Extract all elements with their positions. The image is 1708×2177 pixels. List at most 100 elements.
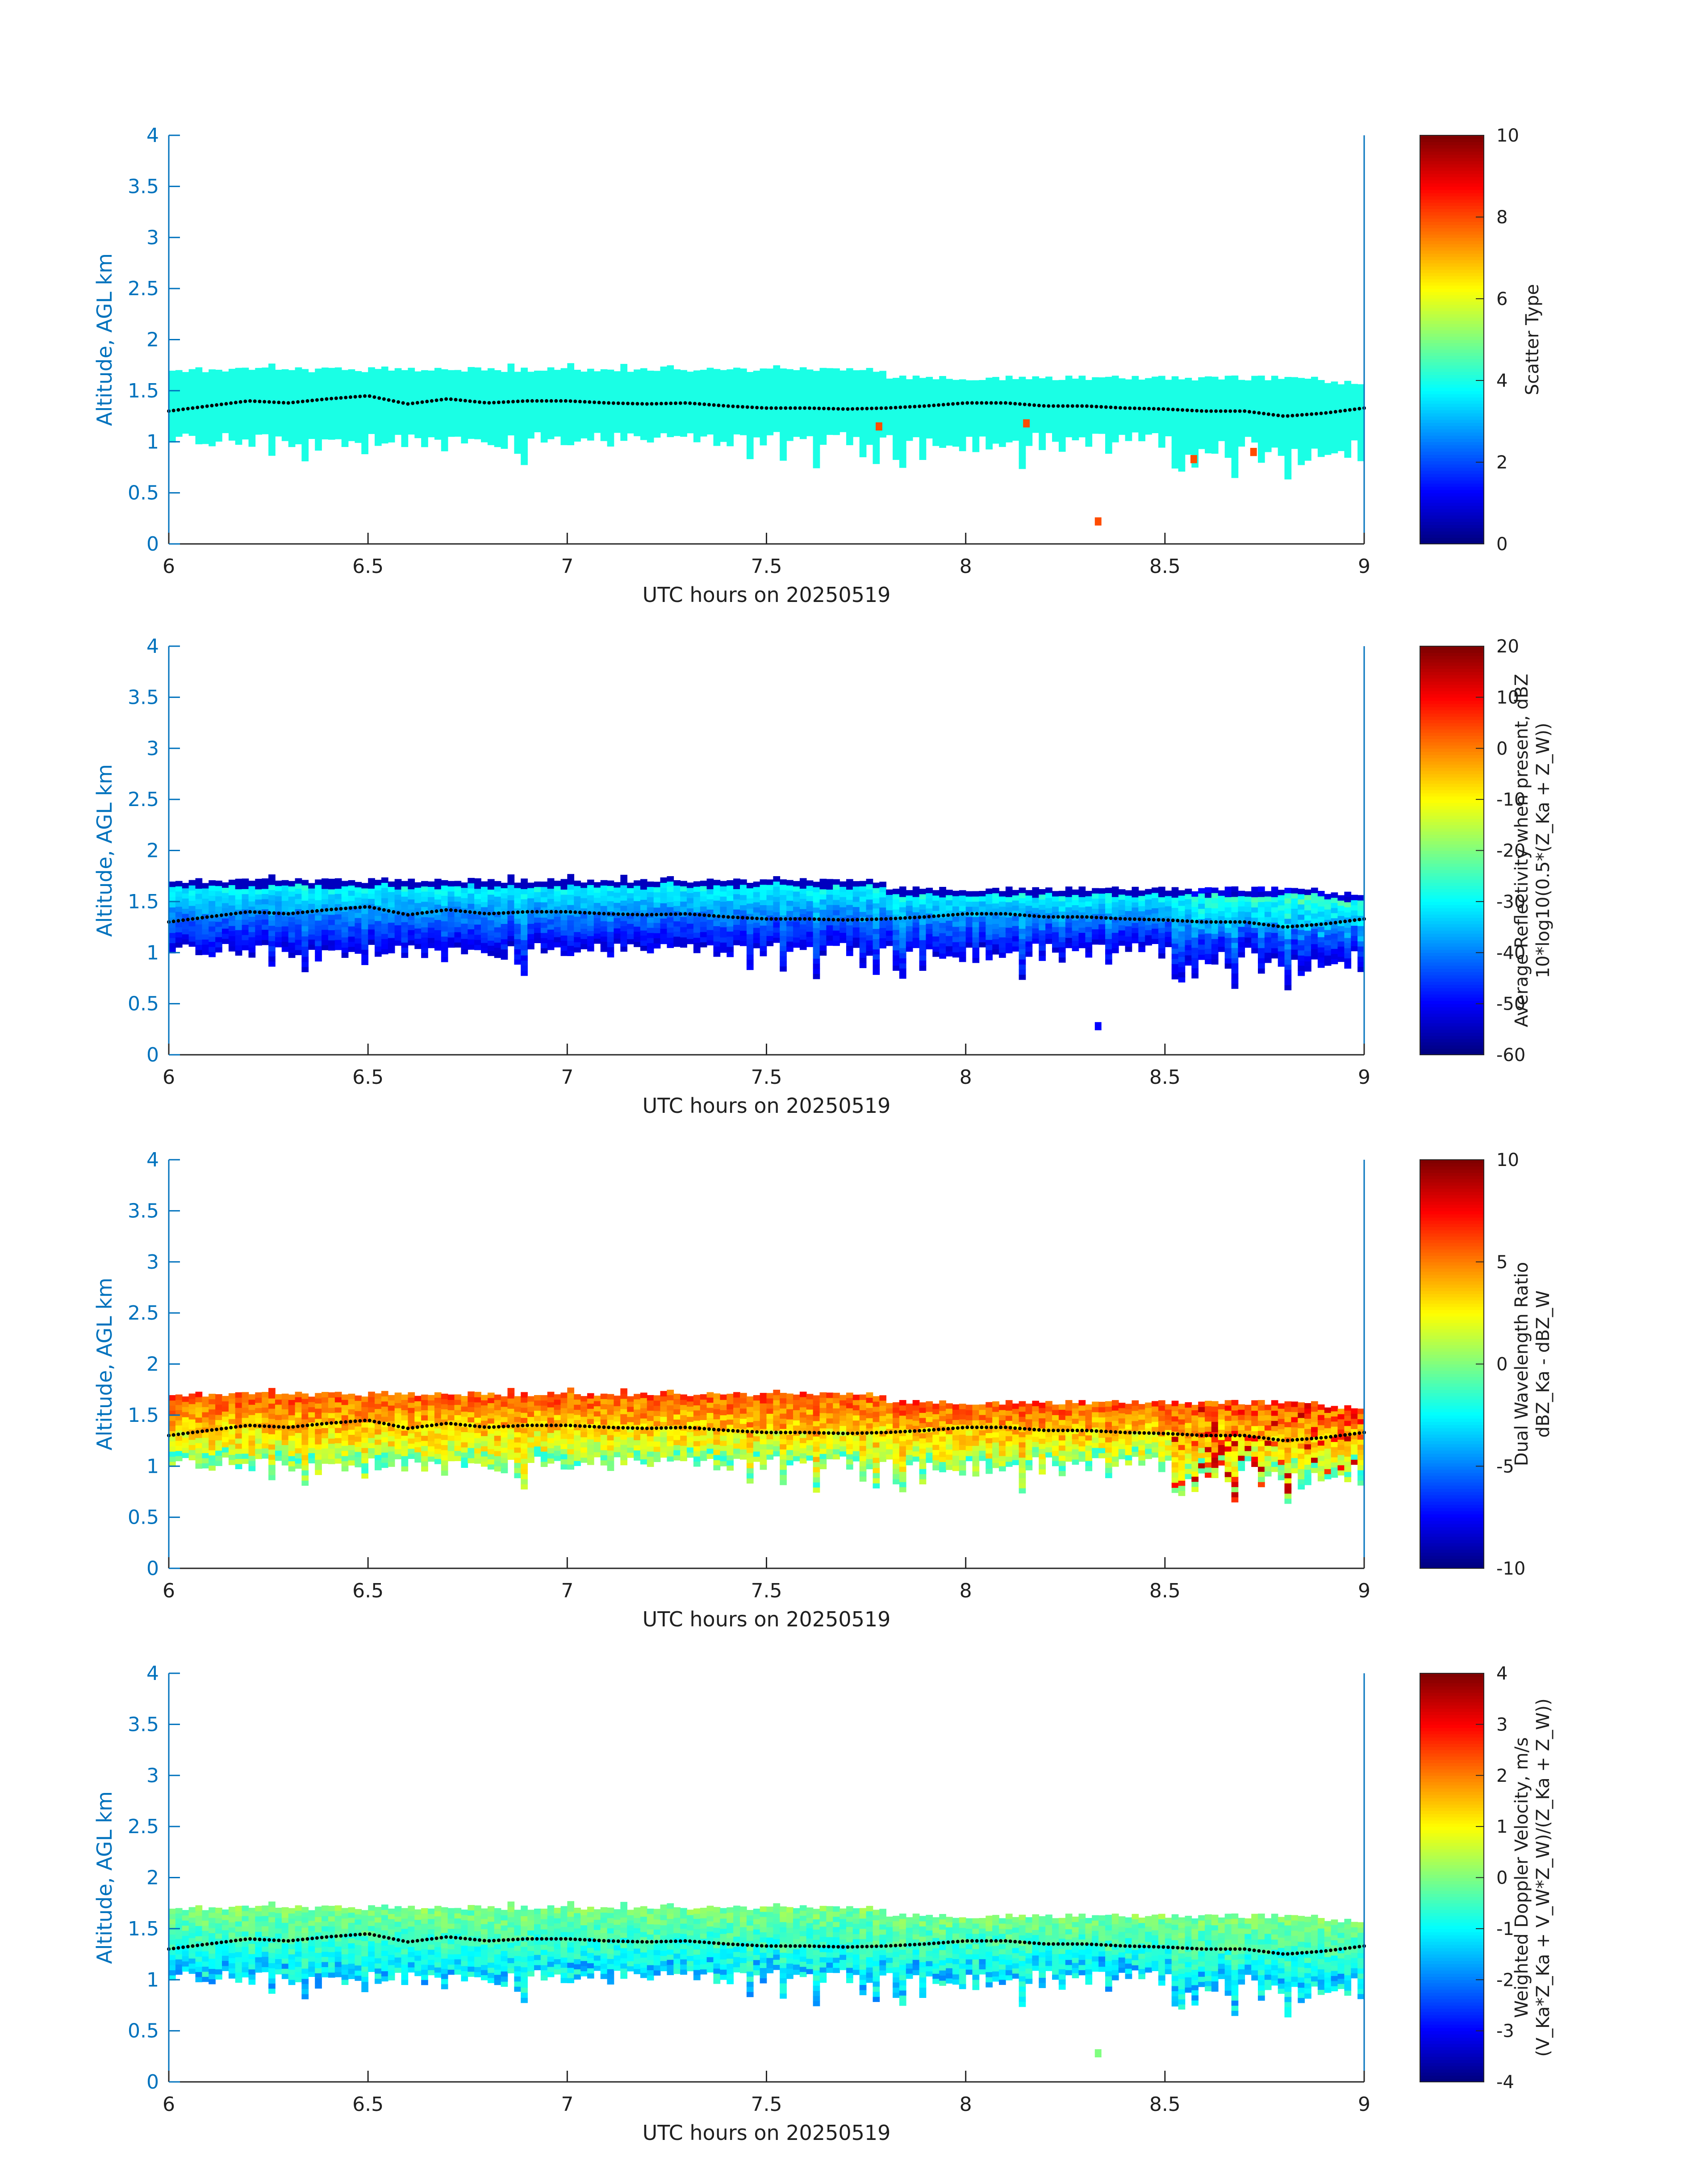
heatmap-cell: [527, 392, 535, 398]
heatmap-cell: [706, 909, 714, 915]
heatmap-cell: [560, 368, 568, 374]
heatmap-cell: [481, 891, 488, 897]
heatmap-cell: [1171, 391, 1179, 397]
heatmap-cell: [215, 405, 222, 411]
heatmap-cell: [1244, 385, 1252, 391]
overlay-dot: [1023, 402, 1027, 406]
heatmap-cell: [421, 375, 428, 381]
heatmap-cell: [746, 438, 754, 444]
heatmap-cell: [1039, 434, 1046, 440]
heatmap-cell: [175, 370, 183, 376]
heatmap-cell: [1211, 392, 1219, 398]
heatmap-cell: [1271, 386, 1278, 392]
heatmap-cell: [461, 392, 468, 398]
heatmap-cell: [1337, 420, 1345, 426]
heatmap-cell: [813, 442, 820, 448]
heatmap-cell: [188, 374, 196, 380]
heatmap-cell: [1058, 400, 1066, 406]
heatmap-cell: [474, 434, 481, 439]
heatmap-cell: [979, 395, 986, 401]
overlay-dot: [1066, 404, 1070, 408]
heatmap-cell: [182, 888, 189, 894]
heatmap-cell: [494, 886, 501, 892]
heatmap-cell: [288, 922, 296, 928]
heatmap-cell: [348, 415, 355, 421]
heatmap-cell: [899, 391, 906, 397]
heatmap-cell: [992, 433, 999, 439]
heatmap-cell: [1317, 405, 1325, 411]
heatmap-cell: [647, 922, 654, 928]
heatmap-cell: [866, 909, 873, 915]
heatmap-cell: [348, 941, 355, 947]
overlay-dot: [1343, 409, 1347, 413]
heatmap-cell: [1238, 395, 1245, 401]
heatmap-cell: [209, 941, 216, 947]
heatmap-cell: [893, 439, 900, 445]
heatmap-cell: [348, 425, 355, 431]
overlay-dot: [526, 399, 530, 403]
heatmap-cell: [1092, 382, 1099, 388]
heatmap-cell: [394, 935, 402, 941]
heatmap-cell: [972, 447, 980, 452]
heatmap-cell: [580, 918, 588, 924]
overlay-dot: [755, 405, 759, 409]
heatmap-cell: [494, 421, 501, 427]
heatmap-cell: [268, 900, 276, 906]
heatmap-cell: [288, 380, 296, 386]
overlay-dot: [1161, 407, 1165, 411]
heatmap-cell: [1052, 416, 1059, 422]
heatmap-cell: [428, 902, 435, 907]
heatmap-cell: [587, 420, 594, 426]
heatmap-cell: [228, 920, 236, 926]
heatmap-cell: [1271, 432, 1278, 438]
heatmap-cell: [700, 410, 707, 416]
heatmap-cell: [634, 916, 641, 922]
heatmap-cell: [1324, 398, 1332, 404]
heatmap-cell: [481, 922, 488, 928]
heatmap-cell: [899, 942, 906, 949]
heatmap-cell: [381, 944, 388, 949]
heatmap-cell: [866, 945, 873, 951]
heatmap-cell: [169, 432, 176, 438]
heatmap-cell: [614, 381, 621, 387]
heatmap-cell: [295, 418, 302, 424]
heatmap-cell: [733, 383, 740, 389]
heatmap-cell: [926, 918, 933, 924]
heatmap-cell: [806, 400, 814, 406]
colorbar-swatch: [1420, 378, 1484, 382]
heatmap-cell: [388, 948, 395, 953]
heatmap-cell: [1065, 943, 1073, 949]
heatmap-cell: [939, 391, 946, 397]
heatmap-cell: [1098, 908, 1106, 914]
heatmap-cell: [401, 390, 409, 396]
colorbar-swatch: [1420, 180, 1484, 184]
heatmap-cell: [673, 425, 681, 431]
heatmap-cell: [932, 389, 940, 395]
heatmap-cell: [1132, 391, 1139, 397]
overlay-dot: [602, 401, 606, 405]
overlay-dot: [320, 397, 324, 401]
heatmap-cell: [1331, 417, 1338, 423]
overlay-dot: [559, 399, 563, 403]
heatmap-cell: [262, 408, 269, 414]
heatmap-cell: [826, 925, 834, 931]
heatmap-cell: [540, 948, 548, 953]
heatmap-cell: [1357, 451, 1365, 456]
heatmap-cell: [560, 940, 568, 946]
colorbar-swatch: [1420, 142, 1484, 146]
heatmap-cell: [428, 922, 435, 928]
heatmap-cell: [713, 435, 721, 441]
heatmap-cell: [1198, 439, 1205, 444]
heatmap-cell: [680, 891, 687, 897]
overlay-dot: [191, 406, 195, 410]
heatmap-cell: [992, 913, 999, 919]
heatmap-cell: [852, 891, 860, 897]
heatmap-cell: [959, 921, 966, 927]
heatmap-cell: [1105, 428, 1112, 434]
heatmap-cell: [667, 907, 674, 912]
heatmap-cell: [1012, 900, 1019, 906]
heatmap-cell: [1105, 939, 1112, 944]
heatmap-cell: [1092, 939, 1099, 945]
heatmap-cell: [255, 368, 262, 374]
